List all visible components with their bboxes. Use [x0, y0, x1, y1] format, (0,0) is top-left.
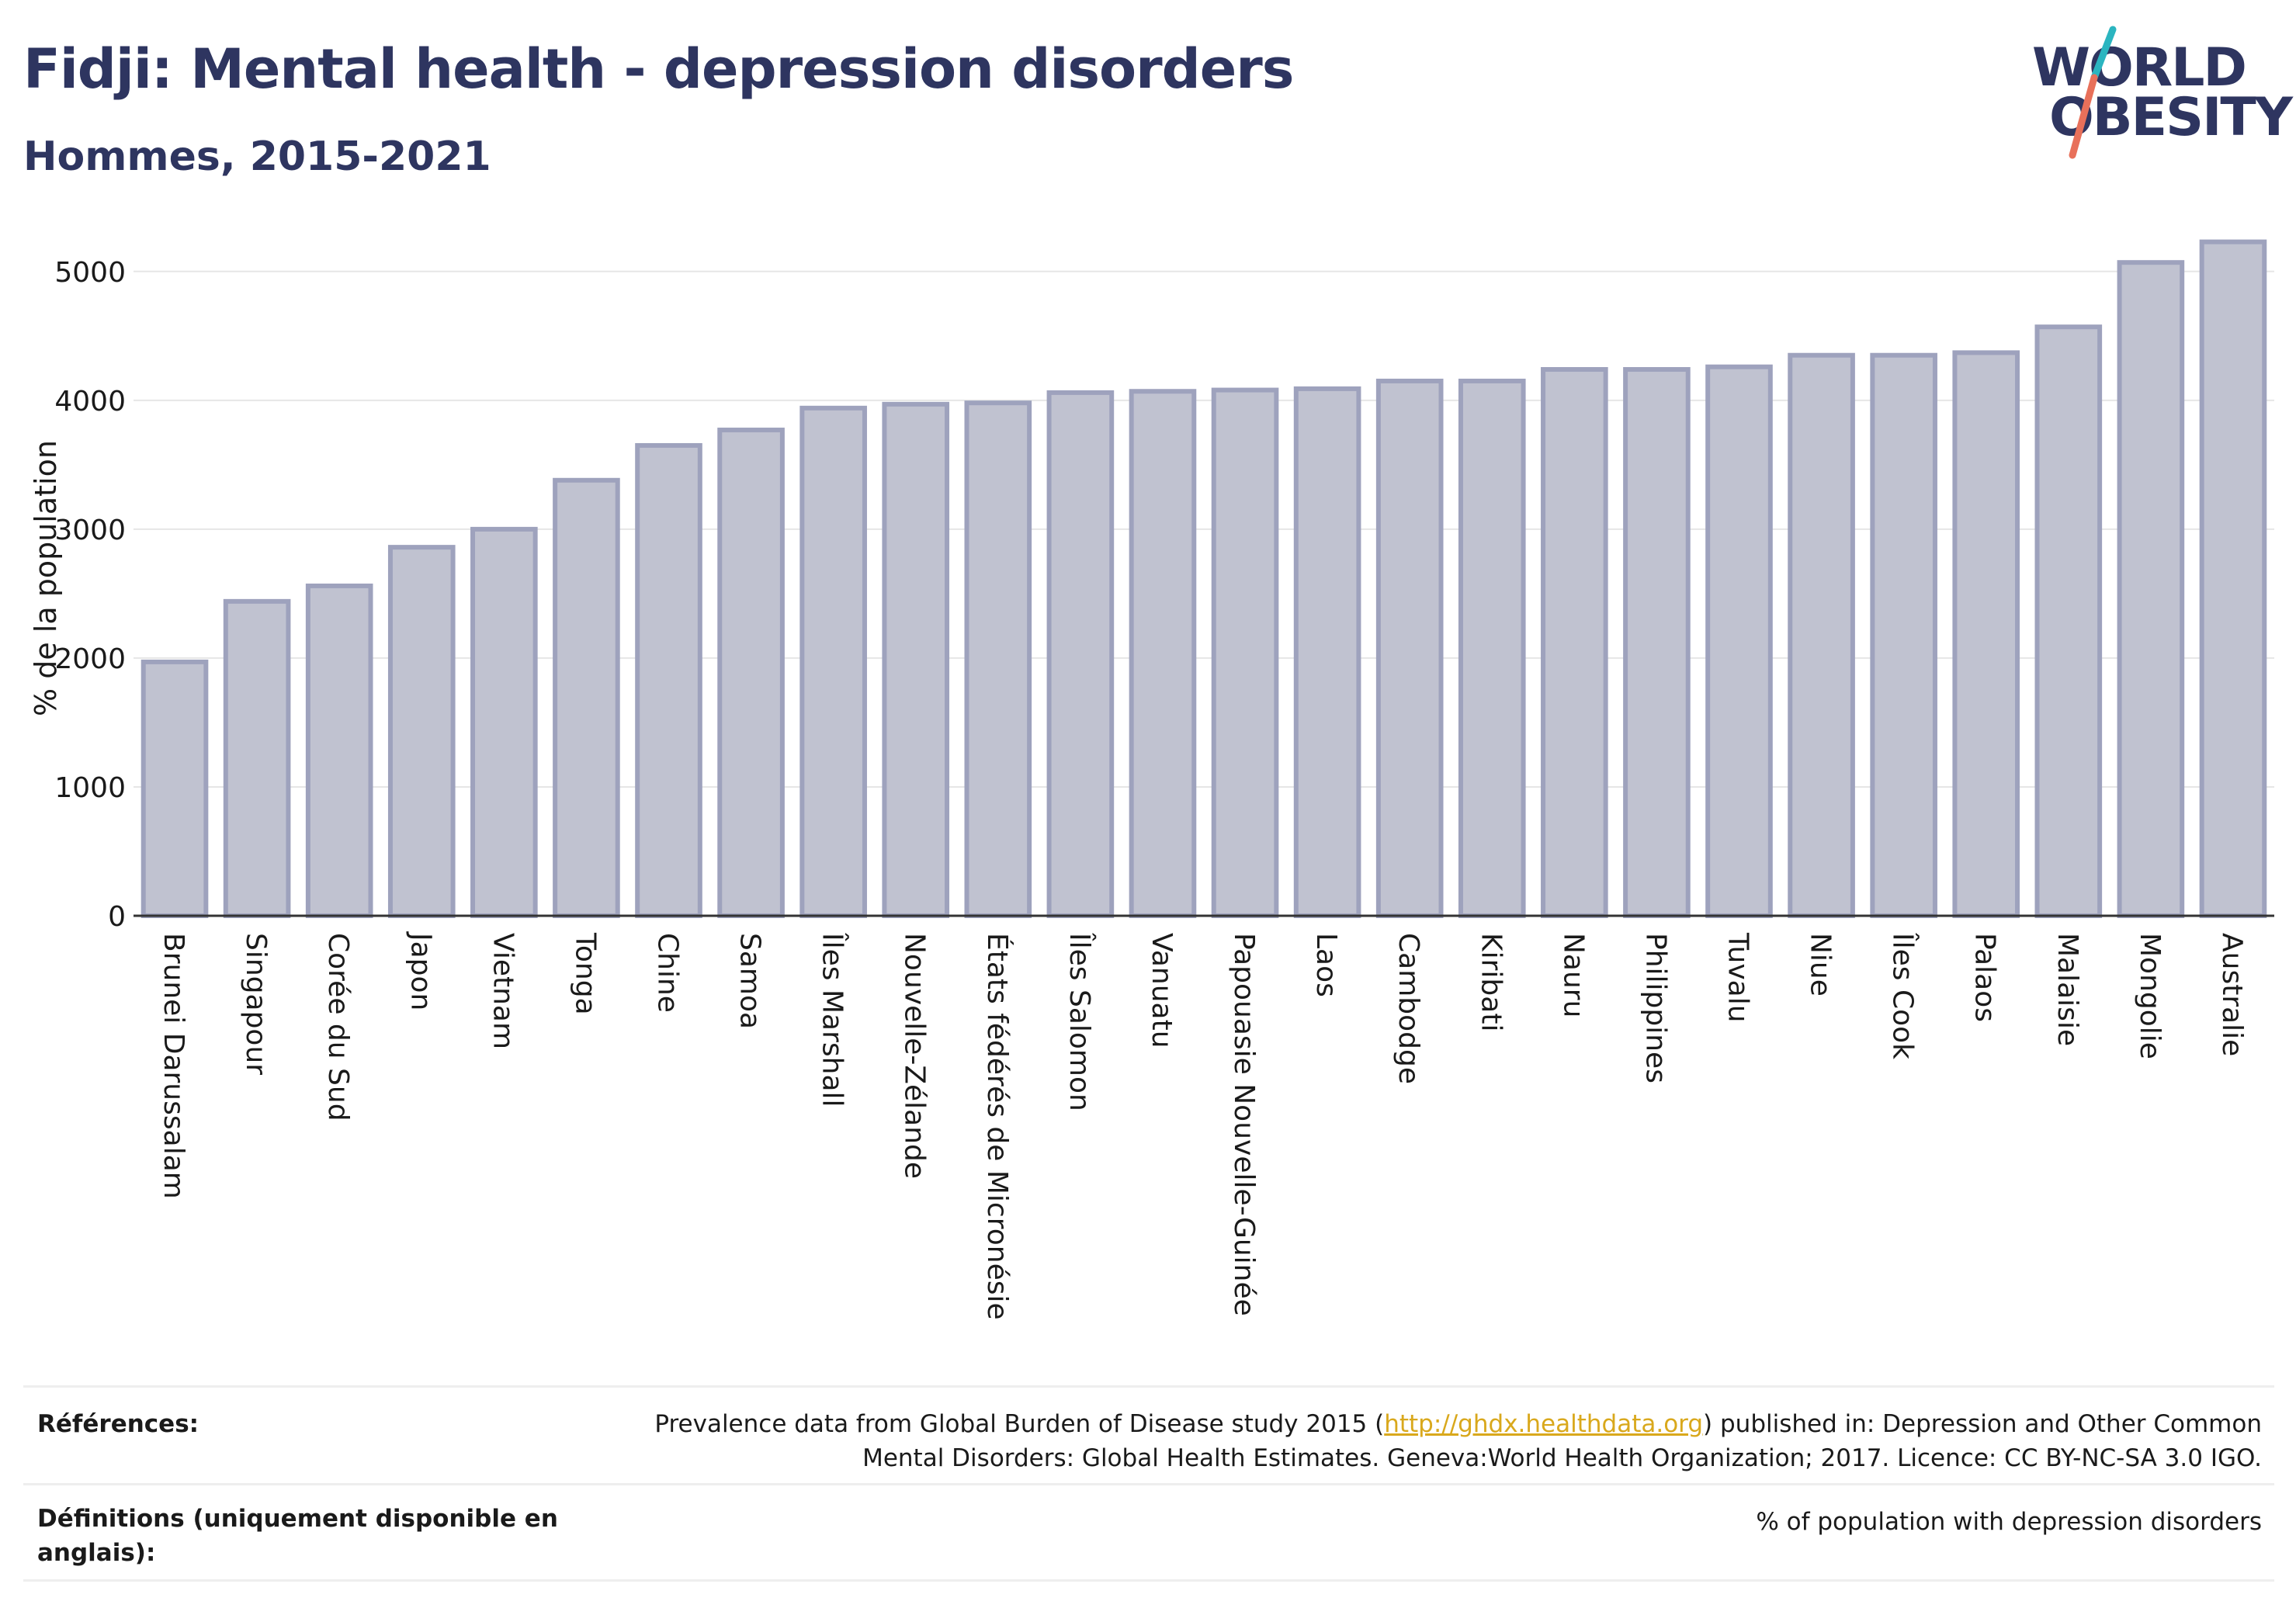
bar — [1705, 364, 1773, 918]
logo-slash-icon — [2069, 26, 2117, 159]
x-tick-label: Malaisie — [2051, 933, 2083, 1046]
x-tick-label: États fédérés de Micronésie — [981, 933, 1014, 1320]
bar — [2034, 324, 2103, 919]
y-tick-label: 3000 — [54, 515, 126, 546]
y-tick-label: 1000 — [54, 772, 126, 804]
bar — [1129, 389, 1197, 918]
x-tick-label: Corée du Sud — [322, 933, 354, 1121]
logo-line-1: WORLD — [2032, 37, 2247, 99]
x-tick-label: Palaos — [1969, 933, 2001, 1022]
x-tick-label: Cambodge — [1393, 933, 1424, 1084]
bar — [799, 405, 867, 918]
bar — [1046, 390, 1115, 918]
bar — [140, 659, 209, 918]
x-tick-label: Japon — [404, 931, 436, 1010]
bar — [1788, 352, 1855, 918]
bar — [387, 545, 456, 918]
x-tick-label: Brunei Darussalam — [158, 933, 189, 1199]
x-tick-label: Tonga — [569, 932, 601, 1015]
y-tick-label: 5000 — [54, 257, 126, 289]
page-title: Fidji: Mental health - depression disord… — [23, 37, 1294, 101]
x-tick-label: Laos — [1310, 933, 1342, 997]
bar — [635, 442, 702, 918]
definitions-label: Définitions (uniquement disponible en an… — [37, 1505, 558, 1567]
bar — [1375, 378, 1444, 918]
bar — [1458, 378, 1526, 918]
bar — [553, 477, 620, 918]
bar-chart: 0 1000 2000 3000 4000 5000 % de la population B… — [29, 239, 2274, 1320]
references-link[interactable]: http://ghdx.healthdata.org — [1384, 1410, 1704, 1438]
footer-divider — [23, 1579, 2274, 1582]
page-subtitle: Hommes, 2015-2021 — [23, 133, 491, 180]
x-tick-label: Tuvalu — [1722, 932, 1754, 1023]
definitions-text: % of population with depression disorder… — [1756, 1508, 2262, 1536]
bar — [1211, 387, 1279, 918]
y-tick-label: 4000 — [54, 386, 126, 418]
bar — [2117, 260, 2185, 919]
x-tick-label: Kiribati — [1475, 933, 1507, 1031]
x-tick-label: Îles Salomon — [1063, 932, 1096, 1111]
x-tick-label: Australie — [2216, 933, 2248, 1056]
references-text-after: ) published in: Depression and Other Com… — [1703, 1410, 2262, 1438]
y-tick-label: 2000 — [54, 643, 126, 675]
x-tick-label: Papouasie Nouvelle-Guinée — [1228, 933, 1260, 1316]
bar — [1293, 386, 1361, 919]
x-tick-label: Niue — [1805, 933, 1836, 996]
bar — [470, 526, 538, 918]
bar — [717, 428, 785, 918]
x-tick-label: Îles Cook — [1887, 932, 1920, 1059]
x-tick-label: Mongolie — [2134, 933, 2166, 1059]
x-tick-label: Singapour — [240, 933, 272, 1075]
bar — [1541, 367, 1608, 918]
bar — [305, 583, 373, 919]
footer-divider — [23, 1483, 2274, 1485]
y-tick-label: 0 — [108, 901, 126, 933]
x-tick-label: Philippines — [1639, 933, 1671, 1083]
x-tick-label: Samoa — [734, 933, 766, 1029]
bar — [1870, 352, 1937, 918]
bar — [882, 401, 950, 918]
x-tick-label: Vietnam — [487, 933, 519, 1049]
references-text: Prevalence data from Global Burden of Di… — [632, 1407, 2262, 1475]
bar — [1623, 367, 1691, 918]
bar — [223, 598, 291, 918]
y-axis-label: % de la population — [29, 440, 63, 716]
references-label: Références: — [37, 1410, 199, 1438]
references-text-before: Prevalence data from Global Burden of Di… — [654, 1410, 1385, 1438]
bar — [964, 400, 1032, 918]
x-tick-label: Vanuatu — [1146, 933, 1177, 1048]
x-tick-label: Nouvelle-Zélande — [899, 933, 931, 1179]
x-tick-label: Îles Marshall — [817, 932, 849, 1107]
references-text-line2: Mental Disorders: Global Health Estimate… — [862, 1444, 2262, 1472]
x-tick-label: Chine — [652, 933, 684, 1013]
bar — [2199, 239, 2267, 919]
footer-divider — [23, 1385, 2274, 1388]
x-tick-label: Nauru — [1557, 933, 1589, 1017]
world-obesity-logo: WORLD OBESITY — [2018, 23, 2293, 163]
bar — [1952, 350, 2020, 918]
